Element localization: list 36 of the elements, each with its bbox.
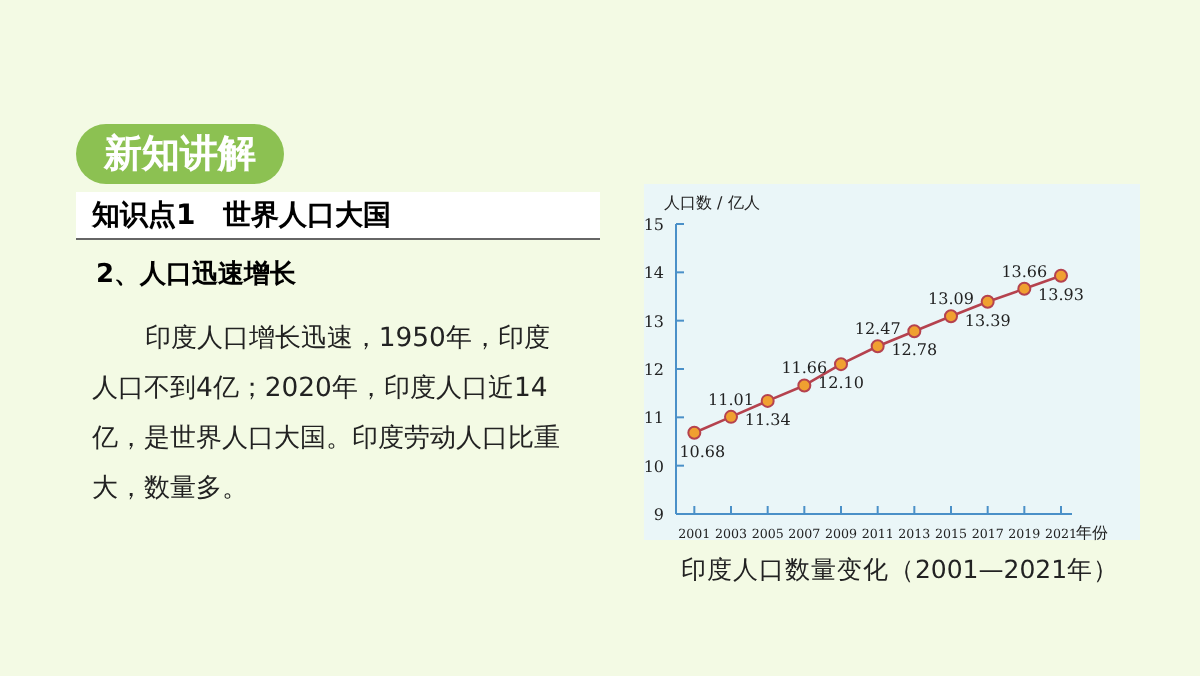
text: 新知讲解 (76, 124, 284, 184)
point (907, 324, 922, 339)
text: 印度人口数量变化（2001—2021年） (678, 554, 1122, 588)
y-tick-label: 12 (643, 361, 664, 379)
point (870, 339, 885, 354)
y-tick-label: 9 (653, 506, 664, 524)
data-label: 12.78 (891, 341, 938, 360)
data-label: 13.66 (1001, 262, 1048, 281)
y-tick-label: 11 (643, 409, 664, 428)
data-label: 12.10 (818, 374, 864, 393)
text: 2、人口迅速增长 (96, 258, 297, 292)
point (980, 294, 995, 309)
y-tick-label: 13 (643, 312, 664, 331)
point (687, 425, 702, 440)
point (834, 357, 848, 372)
point (1054, 268, 1068, 283)
point (1017, 281, 1032, 296)
data-label: 13.93 (1038, 285, 1084, 304)
point (760, 393, 775, 408)
y-tick-label: 14 (643, 264, 664, 283)
text: 印度人口增长迅速，1950年，印度人口不到4亿；2020年，印度人口近14亿，是世界人口大国。印度劳动人口比重大，数量多。 (92, 322, 562, 508)
point (724, 409, 738, 424)
y-axis-title: 人口数 / 亿人 (664, 194, 760, 212)
point (797, 378, 812, 393)
y-tick-label: 15 (643, 216, 664, 234)
y-tick-label: 10 (643, 457, 664, 476)
data-label: 11.01 (708, 390, 754, 409)
data-label: 11.34 (744, 410, 791, 429)
data-label: 10.68 (679, 442, 726, 461)
data-label: 11.66 (781, 359, 828, 378)
point (944, 309, 958, 324)
data-label: 13.39 (964, 311, 1011, 330)
text: 知识点1 世界人口大国 (76, 192, 600, 240)
data-label: 12.47 (854, 320, 901, 339)
x-axis-title: 年份 (1076, 524, 1108, 542)
data-label: 13.09 (928, 290, 974, 309)
